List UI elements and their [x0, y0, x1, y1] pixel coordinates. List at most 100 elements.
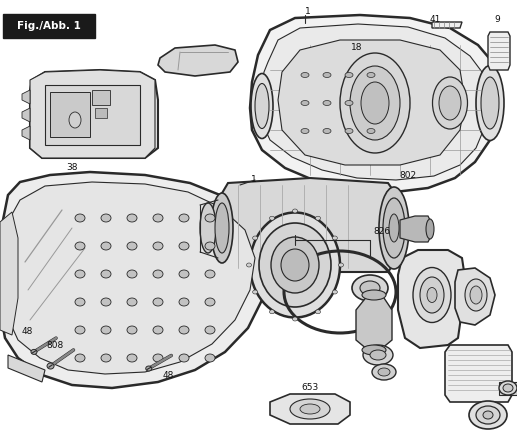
Ellipse shape: [470, 286, 482, 304]
Ellipse shape: [247, 263, 251, 267]
Ellipse shape: [69, 112, 81, 128]
Bar: [92, 90, 110, 105]
Polygon shape: [30, 70, 155, 158]
Ellipse shape: [200, 203, 216, 253]
Ellipse shape: [47, 363, 54, 369]
Text: 826: 826: [373, 227, 390, 237]
Ellipse shape: [75, 298, 85, 306]
Text: 41: 41: [429, 16, 440, 24]
Ellipse shape: [433, 77, 467, 129]
Ellipse shape: [413, 267, 451, 322]
Ellipse shape: [345, 128, 353, 134]
Ellipse shape: [367, 72, 375, 78]
Ellipse shape: [101, 298, 111, 306]
Polygon shape: [0, 172, 268, 388]
Ellipse shape: [315, 310, 321, 314]
Text: 1: 1: [305, 8, 311, 16]
Ellipse shape: [290, 399, 330, 419]
Ellipse shape: [179, 242, 189, 250]
Ellipse shape: [360, 281, 380, 295]
Text: 38: 38: [66, 163, 78, 173]
Polygon shape: [270, 394, 350, 424]
Ellipse shape: [179, 214, 189, 222]
Bar: [95, 108, 107, 118]
Ellipse shape: [205, 242, 215, 250]
Ellipse shape: [153, 214, 163, 222]
Text: 653: 653: [301, 382, 318, 392]
Ellipse shape: [372, 364, 396, 380]
Ellipse shape: [259, 223, 331, 307]
Polygon shape: [8, 355, 45, 382]
Ellipse shape: [75, 214, 85, 222]
Ellipse shape: [300, 404, 320, 414]
Bar: [45, 85, 140, 145]
Ellipse shape: [101, 242, 111, 250]
Text: 48: 48: [162, 370, 174, 380]
Ellipse shape: [253, 236, 257, 240]
Ellipse shape: [205, 354, 215, 362]
Ellipse shape: [427, 288, 437, 302]
Ellipse shape: [250, 213, 340, 317]
Ellipse shape: [383, 198, 405, 258]
Ellipse shape: [301, 128, 309, 134]
Ellipse shape: [101, 326, 111, 334]
Polygon shape: [30, 70, 158, 158]
Ellipse shape: [483, 411, 493, 419]
Ellipse shape: [339, 263, 343, 267]
Ellipse shape: [205, 326, 215, 334]
Polygon shape: [250, 15, 500, 192]
Ellipse shape: [352, 275, 388, 301]
Ellipse shape: [345, 72, 353, 78]
Polygon shape: [6, 182, 255, 374]
Polygon shape: [158, 45, 238, 76]
Ellipse shape: [205, 270, 215, 278]
FancyBboxPatch shape: [3, 14, 95, 38]
Ellipse shape: [379, 187, 409, 269]
Polygon shape: [398, 250, 465, 348]
Ellipse shape: [370, 350, 386, 360]
Polygon shape: [22, 108, 30, 122]
Ellipse shape: [362, 345, 386, 355]
Ellipse shape: [426, 219, 434, 239]
Polygon shape: [218, 178, 400, 272]
Ellipse shape: [75, 326, 85, 334]
Ellipse shape: [315, 216, 321, 220]
Ellipse shape: [293, 317, 297, 321]
Ellipse shape: [146, 366, 152, 371]
Ellipse shape: [269, 310, 275, 314]
Ellipse shape: [205, 298, 215, 306]
Ellipse shape: [301, 72, 309, 78]
Text: 18: 18: [351, 44, 363, 52]
Polygon shape: [22, 126, 30, 140]
Ellipse shape: [323, 72, 331, 78]
Ellipse shape: [127, 242, 137, 250]
Ellipse shape: [253, 290, 257, 294]
Ellipse shape: [439, 86, 461, 120]
Ellipse shape: [101, 214, 111, 222]
Ellipse shape: [75, 242, 85, 250]
Ellipse shape: [476, 66, 504, 140]
Text: Fig./Abb. 1: Fig./Abb. 1: [17, 21, 81, 31]
Polygon shape: [356, 295, 392, 350]
Polygon shape: [260, 24, 488, 180]
Polygon shape: [22, 90, 30, 104]
Ellipse shape: [362, 290, 386, 300]
Bar: [50, 92, 90, 137]
Ellipse shape: [481, 77, 499, 129]
Ellipse shape: [323, 128, 331, 134]
Ellipse shape: [367, 128, 375, 134]
Polygon shape: [432, 22, 462, 28]
Ellipse shape: [127, 326, 137, 334]
Text: 802: 802: [400, 170, 417, 179]
Text: 48: 48: [21, 328, 33, 337]
Text: 808: 808: [47, 341, 64, 349]
Polygon shape: [0, 212, 18, 335]
Ellipse shape: [363, 345, 393, 365]
Ellipse shape: [465, 279, 487, 311]
Ellipse shape: [153, 242, 163, 250]
Ellipse shape: [215, 203, 229, 253]
Ellipse shape: [332, 290, 337, 294]
Ellipse shape: [271, 237, 319, 293]
Ellipse shape: [345, 100, 353, 106]
Ellipse shape: [269, 216, 275, 220]
